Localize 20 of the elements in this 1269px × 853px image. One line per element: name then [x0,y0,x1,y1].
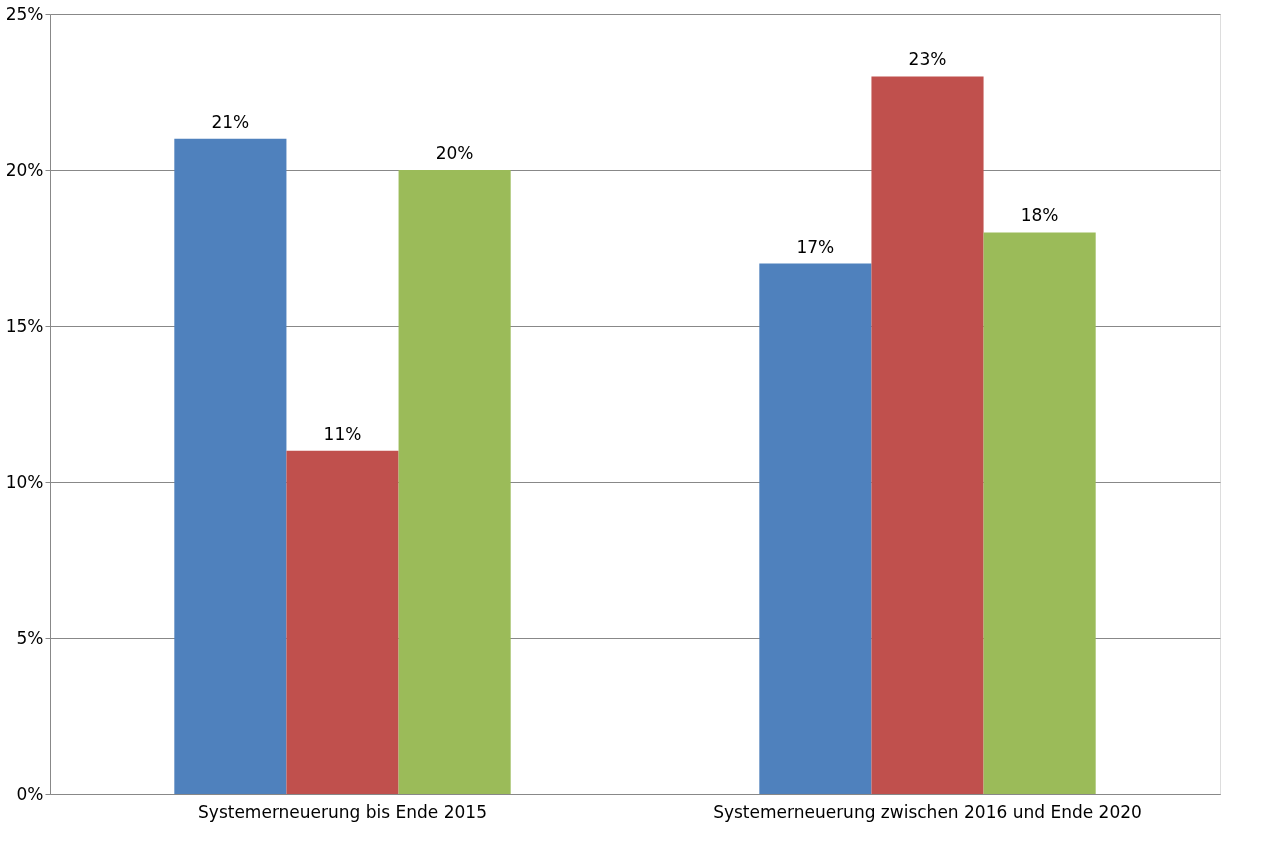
y-tick-label: 25% [5,3,44,24]
bar [871,76,984,794]
y-tick-label: 20% [5,159,44,180]
bar [983,232,1096,794]
x-tick-label: Systemerneuerung zwischen 2016 und Ende 2020 [713,801,1142,822]
y-tick-label: 5% [16,627,44,648]
x-tick-label: Systemerneuerung bis Ende 2015 [198,801,487,822]
bar [398,170,511,794]
data-label: 20% [435,143,474,163]
data-label: 18% [1020,205,1059,226]
y-tick-label: 15% [5,315,44,336]
bar [286,450,399,794]
data-label: 23% [908,49,947,70]
bar [759,263,872,794]
bar [174,138,287,794]
data-label: 11% [323,423,362,444]
data-label: 17% [796,236,835,257]
data-label: 21% [211,111,250,132]
y-tick-label: 0% [16,783,44,804]
y-tick-label: 10% [5,471,44,492]
